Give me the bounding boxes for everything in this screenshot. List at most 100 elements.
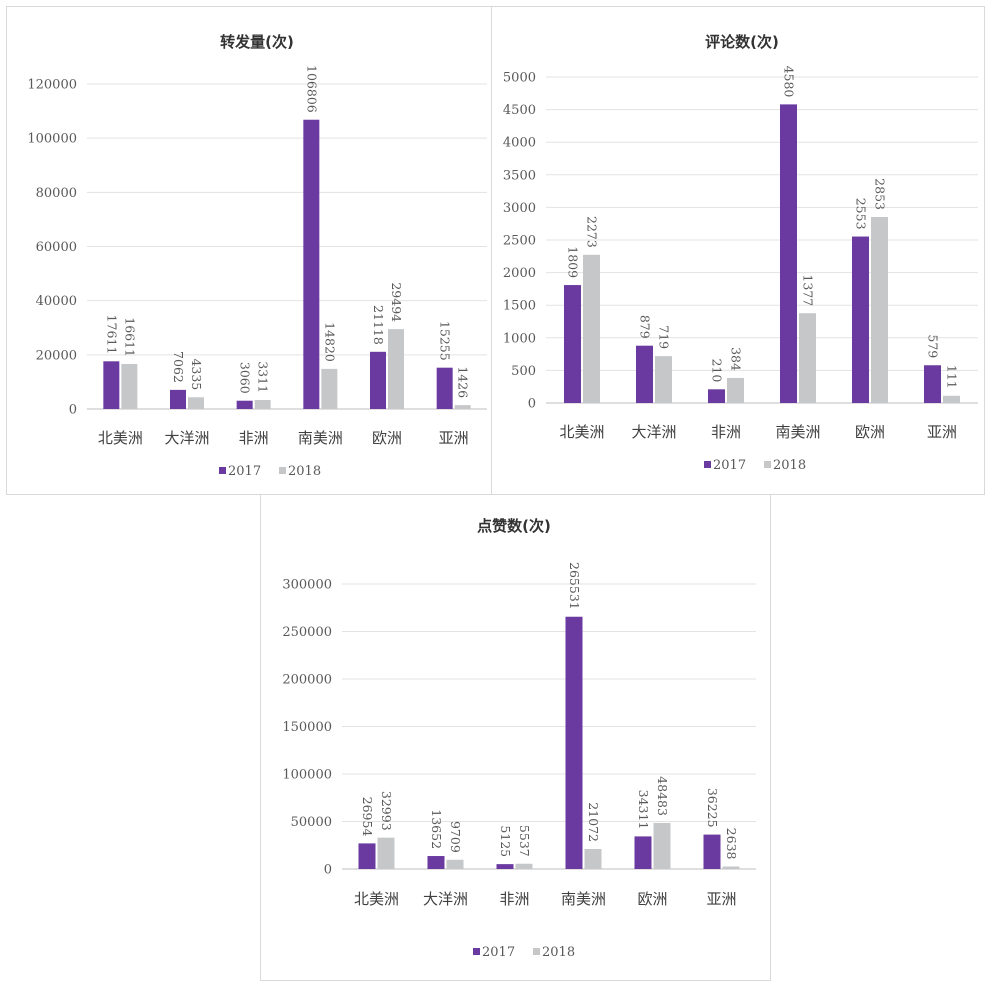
y-tick-label: 4500 xyxy=(503,103,536,118)
x-tick-label: 亚洲 xyxy=(439,429,469,447)
x-tick-label: 大洋洲 xyxy=(423,890,468,908)
chart-panel-comments: 评论数(次) 0 500 1000 1500 2000 2500 3000 3500 4000 45… xyxy=(491,6,985,495)
data-label-2017: 3060 xyxy=(238,362,253,394)
x-tick-label: 非洲 xyxy=(499,890,529,908)
y-tick-label: 2000 xyxy=(503,266,536,281)
bar-2017 xyxy=(303,119,320,409)
data-label-2017: 13652 xyxy=(429,809,444,849)
legend-swatch-2018 xyxy=(279,467,286,474)
bar-2017 xyxy=(924,365,941,403)
x-tick-label: 非洲 xyxy=(711,423,741,441)
data-label-2017: 34311 xyxy=(636,790,651,830)
data-label-2017: 879 xyxy=(638,315,653,339)
y-tick-label: 0 xyxy=(528,397,536,412)
bar-2017 xyxy=(703,834,721,869)
bar-2018 xyxy=(388,329,404,409)
data-label-2017: 36225 xyxy=(705,788,720,828)
x-tick-label: 亚洲 xyxy=(927,423,957,441)
x-tick-label: 南美洲 xyxy=(775,423,820,441)
y-tick-label: 0 xyxy=(69,403,77,418)
bar-2018 xyxy=(254,400,271,409)
chart-svg-likes: 点赞数(次) 0 50000 100000 150000 200000 250000 3000… xyxy=(282,517,756,960)
bar-2018 xyxy=(454,405,471,409)
legend-label-2018: 2018 xyxy=(773,458,806,473)
y-tick-label: 150000 xyxy=(282,720,332,735)
y-tick-label: 250000 xyxy=(282,625,332,640)
bar-2018 xyxy=(446,859,464,869)
data-label-2017: 17611 xyxy=(104,315,119,355)
legend-swatch-2017 xyxy=(473,948,480,955)
y-tick-label: 60000 xyxy=(36,240,77,255)
data-label-2018: 32993 xyxy=(379,791,394,831)
y-tick-label: 200000 xyxy=(282,673,332,688)
data-label-2017: 26954 xyxy=(360,797,375,837)
bar-2017 xyxy=(565,616,583,869)
bar-2017 xyxy=(103,361,120,409)
x-tick-label: 欧洲 xyxy=(855,423,885,441)
bar-2017 xyxy=(436,367,453,409)
y-tick-label: 1000 xyxy=(503,331,536,346)
x-tick-label: 欧洲 xyxy=(372,429,402,447)
y-tick-label: 2500 xyxy=(503,234,536,249)
data-label-2018: 384 xyxy=(729,347,744,371)
y-tick-label: 100000 xyxy=(27,132,77,147)
data-label-2018: 719 xyxy=(657,325,672,349)
data-label-2018: 9709 xyxy=(448,821,463,853)
x-tick-label: 北美洲 xyxy=(559,423,604,441)
y-tick-label: 1500 xyxy=(503,299,536,314)
chart-title: 转发量(次) xyxy=(220,33,294,51)
bar-2018 xyxy=(377,837,395,869)
data-label-2018: 48483 xyxy=(655,776,670,816)
bar-2017 xyxy=(780,104,797,403)
data-label-2018: 1377 xyxy=(801,274,816,306)
legend-swatch-2018 xyxy=(764,461,771,468)
y-tick-label: 50000 xyxy=(291,815,332,830)
x-tick-label: 南美洲 xyxy=(561,890,606,908)
data-label-2018: 2638 xyxy=(724,828,739,860)
data-label-2018: 4335 xyxy=(189,358,204,390)
bar-2018 xyxy=(722,866,740,869)
bar-2018 xyxy=(584,848,602,869)
data-label-2017: 4580 xyxy=(782,66,797,98)
bar-2017 xyxy=(708,389,725,403)
x-tick-label: 南美洲 xyxy=(298,429,343,447)
y-tick-label: 500 xyxy=(511,364,536,379)
data-label-2018: 3311 xyxy=(256,361,271,393)
bar-2018 xyxy=(727,377,744,403)
chart-panel-likes: 点赞数(次) 0 50000 100000 150000 200000 250000 3000… xyxy=(260,494,771,981)
y-tick-label: 100000 xyxy=(282,768,332,783)
data-label-2017: 2553 xyxy=(854,198,869,230)
legend-label-2017: 2017 xyxy=(228,464,261,479)
bar-2017 xyxy=(370,351,386,409)
legend-label-2017: 2017 xyxy=(713,458,746,473)
data-label-2018: 5537 xyxy=(517,825,532,857)
legend-label-2018: 2018 xyxy=(288,464,321,479)
bar-2017 xyxy=(496,864,514,869)
chart-svg-forwards: 转发量(次) 0 20000 40000 60000 80000 100000 120000 北… xyxy=(27,33,487,479)
data-label-2017: 579 xyxy=(926,334,941,358)
data-label-2018: 21072 xyxy=(586,802,601,842)
y-tick-label: 3500 xyxy=(503,168,536,183)
bar-2017 xyxy=(636,345,653,403)
data-label-2018: 16611 xyxy=(122,317,137,357)
y-tick-label: 20000 xyxy=(36,348,77,363)
data-label-2018: 2273 xyxy=(585,216,600,248)
chart-title: 评论数(次) xyxy=(705,33,779,51)
y-tick-label: 300000 xyxy=(282,578,332,593)
chart-panel-forwards: 转发量(次) 0 20000 40000 60000 80000 100000 120000 北… xyxy=(6,6,492,495)
data-label-2017: 7062 xyxy=(171,351,186,383)
bar-2018 xyxy=(943,395,960,403)
bar-2018 xyxy=(655,356,672,403)
chart-title: 点赞数(次) xyxy=(477,517,551,535)
bar-2017 xyxy=(170,389,186,409)
data-label-2017: 21118 xyxy=(371,305,386,345)
data-label-2018: 111 xyxy=(945,365,960,389)
data-label-2017: 5125 xyxy=(498,825,513,857)
legend-swatch-2018 xyxy=(533,948,540,955)
data-label-2017: 1809 xyxy=(566,246,581,278)
data-label-2018: 1426 xyxy=(456,366,471,398)
x-tick-label: 欧洲 xyxy=(637,890,667,908)
x-tick-label: 北美洲 xyxy=(354,890,399,908)
x-tick-label: 大洋洲 xyxy=(631,423,676,441)
bar-2017 xyxy=(564,285,581,403)
